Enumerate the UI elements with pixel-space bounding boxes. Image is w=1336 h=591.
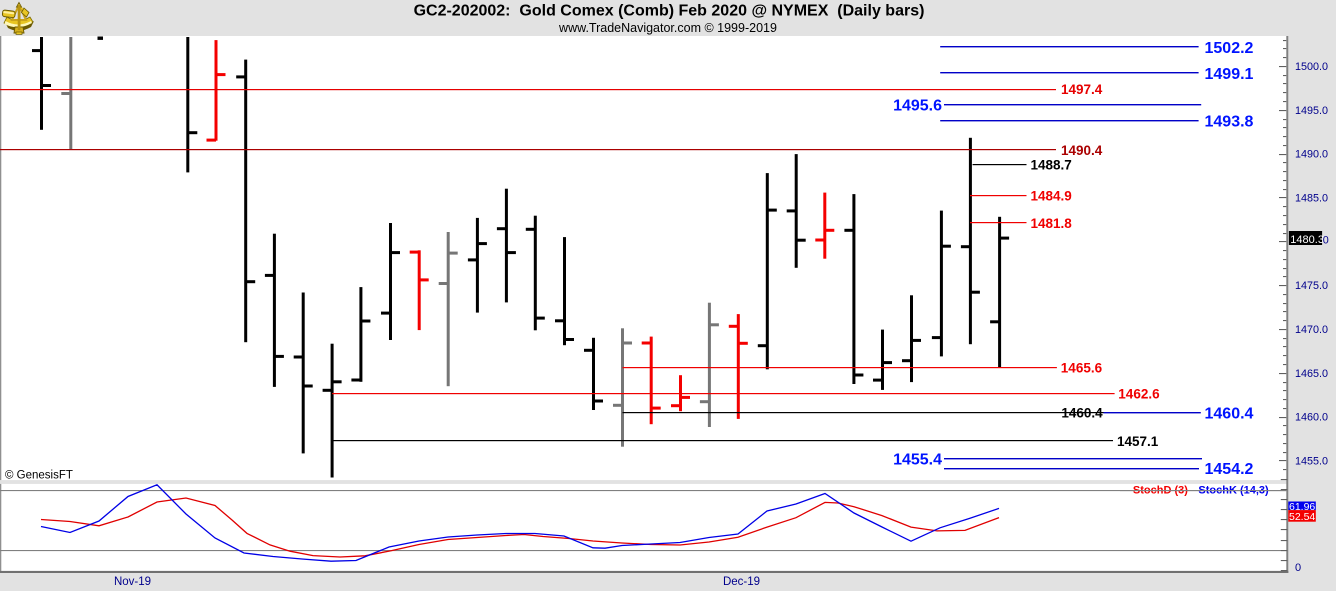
svg-text:1497.4: 1497.4 xyxy=(1061,82,1103,97)
svg-text:0: 0 xyxy=(1323,234,1329,246)
svg-text:1490.4: 1490.4 xyxy=(1061,143,1103,158)
svg-text:1455.0: 1455.0 xyxy=(1295,456,1328,468)
svg-text:1470.0: 1470.0 xyxy=(1295,324,1328,336)
svg-text:1484.9: 1484.9 xyxy=(1031,189,1072,204)
svg-text:0: 0 xyxy=(1295,562,1301,574)
svg-text:1457.1: 1457.1 xyxy=(1117,434,1159,449)
svg-text:1485.0: 1485.0 xyxy=(1295,193,1328,205)
svg-text:1465.6: 1465.6 xyxy=(1061,360,1103,375)
svg-text:1490.0: 1490.0 xyxy=(1295,149,1328,161)
svg-text:© GenesisFT: © GenesisFT xyxy=(5,470,73,482)
svg-text:Nov-19: Nov-19 xyxy=(114,576,151,588)
svg-text:1475.0: 1475.0 xyxy=(1295,280,1328,292)
svg-text:1500.0: 1500.0 xyxy=(1295,61,1328,73)
svg-text:1493.8: 1493.8 xyxy=(1205,113,1254,130)
svg-text:61.96: 61.96 xyxy=(1289,501,1315,513)
svg-text:1462.6: 1462.6 xyxy=(1118,387,1160,402)
svg-text:1495.6: 1495.6 xyxy=(893,97,942,114)
svg-text:1455.4: 1455.4 xyxy=(893,451,942,468)
svg-text:1502.2: 1502.2 xyxy=(1205,40,1254,57)
svg-text:1454.2: 1454.2 xyxy=(1205,461,1254,478)
svg-text:1495.0: 1495.0 xyxy=(1295,105,1328,117)
svg-text:GC2-202002: Gold Comex (Comb): GC2-202002: Gold Comex (Comb) Feb 2020 @… xyxy=(414,2,925,19)
svg-text:52.54: 52.54 xyxy=(1289,511,1315,523)
svg-text:1488.7: 1488.7 xyxy=(1031,157,1072,172)
svg-text:1460.4: 1460.4 xyxy=(1061,406,1103,421)
svg-text:1480.3: 1480.3 xyxy=(1290,234,1324,246)
svg-text:1499.1: 1499.1 xyxy=(1205,66,1254,83)
svg-text:www.TradeNavigator.com © 1999-: www.TradeNavigator.com © 1999-2019 xyxy=(558,21,777,35)
svg-text:1465.0: 1465.0 xyxy=(1295,368,1328,380)
svg-text:1460.4: 1460.4 xyxy=(1205,406,1254,423)
svg-text:Dec-19: Dec-19 xyxy=(723,576,760,588)
svg-text:1481.8: 1481.8 xyxy=(1031,216,1073,231)
svg-text:1460.0: 1460.0 xyxy=(1295,412,1328,424)
